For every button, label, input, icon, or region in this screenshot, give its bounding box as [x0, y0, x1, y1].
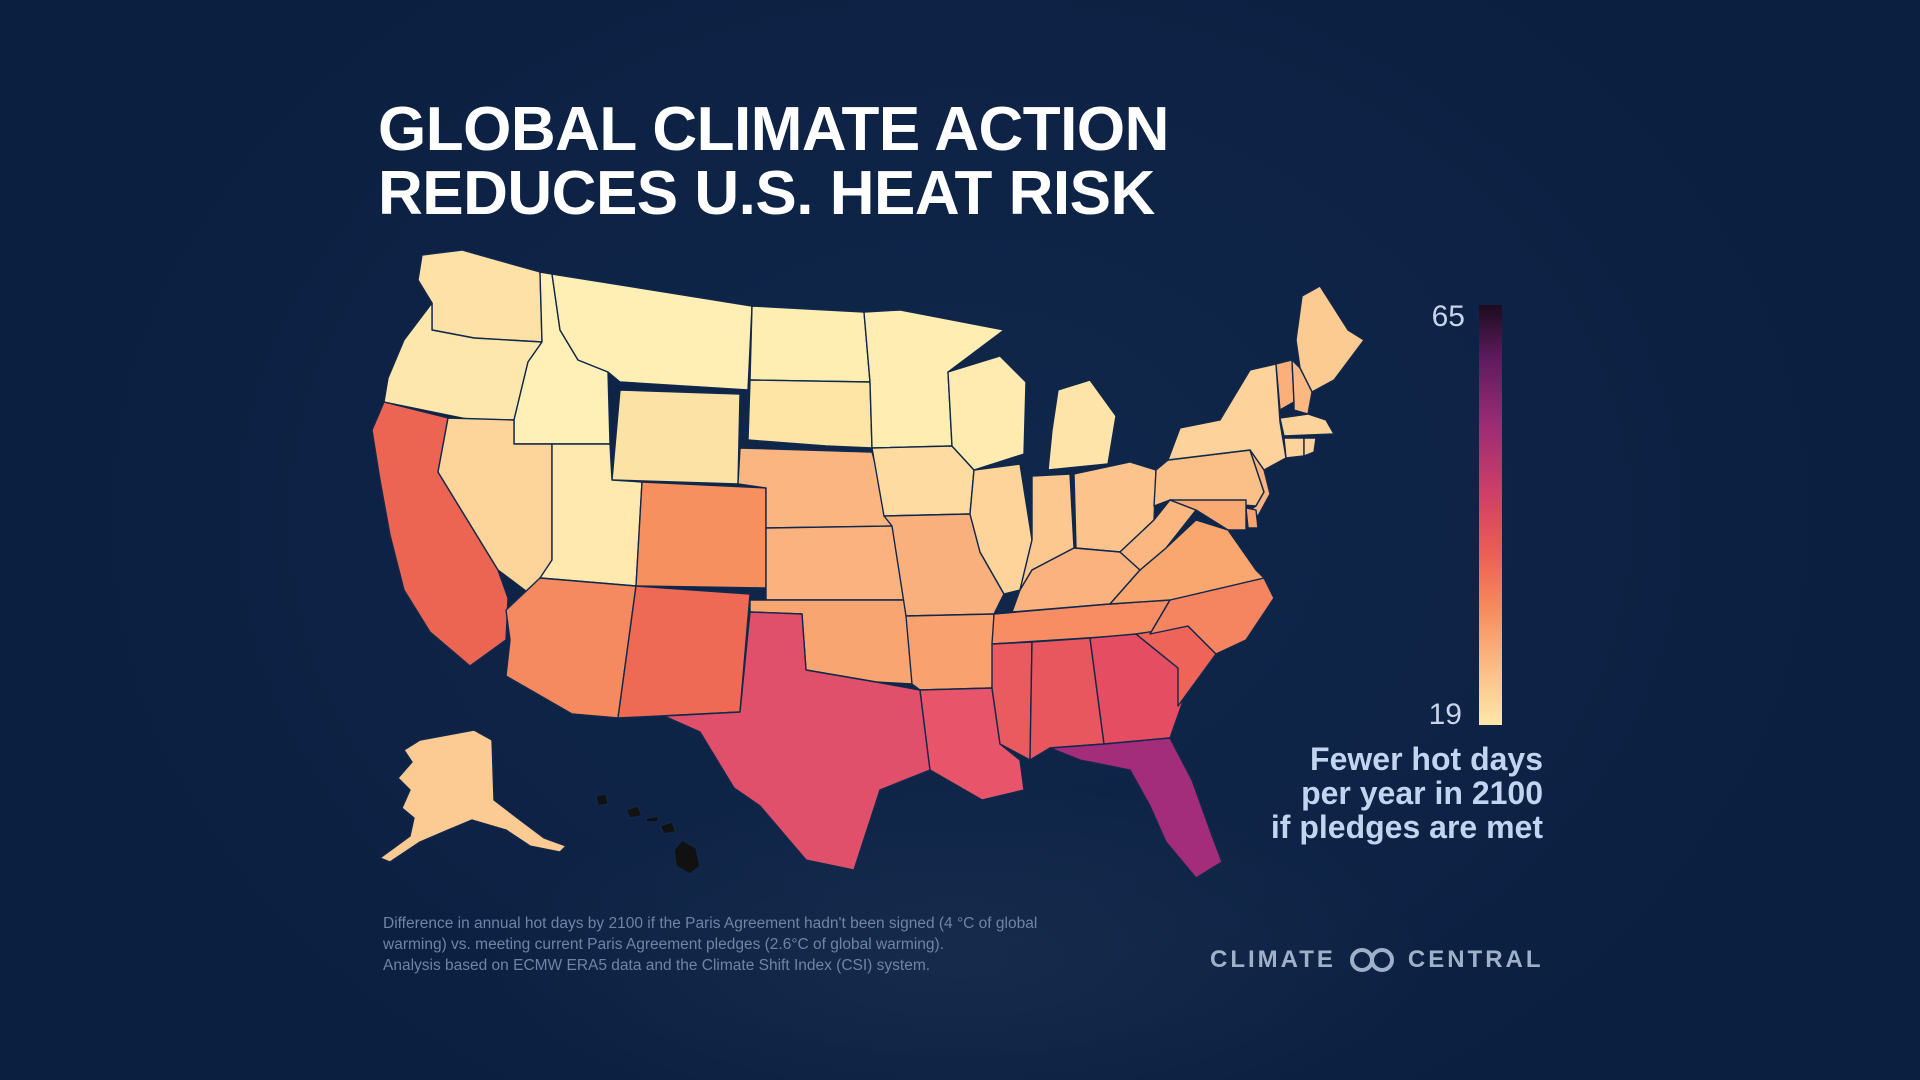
state-RI	[1303, 437, 1317, 457]
legend-title: Fewer hot days per year in 2100 if pledg…	[1223, 742, 1543, 844]
legend-max-value: 65	[1431, 300, 1465, 333]
state-WY	[611, 389, 741, 485]
title-line-1: GLOBAL CLIMATE ACTION	[378, 95, 1169, 164]
state-CT	[1283, 437, 1305, 459]
legend-title-line-2: per year in 2100	[1301, 775, 1543, 811]
state-ME	[1295, 285, 1365, 393]
legend-color-bar	[1479, 305, 1502, 725]
state-HI-group	[595, 793, 701, 875]
state-SD	[747, 379, 873, 449]
footnote-line-2: warming) vs. meeting current Paris Agree…	[383, 936, 944, 953]
brand-word-left: CLIMATE	[1210, 946, 1336, 973]
state-VT	[1275, 359, 1295, 411]
state-MD	[1169, 499, 1247, 531]
state-TX	[663, 611, 931, 871]
footnote: Difference in annual hot days by 2100 if…	[383, 913, 1143, 976]
brand-word-right: CENTRAL	[1407, 946, 1544, 973]
state-AK	[379, 729, 567, 863]
state-MA	[1279, 413, 1335, 437]
state-ND	[749, 305, 871, 383]
state-WI	[947, 355, 1027, 471]
state-FL	[1049, 737, 1223, 879]
legend-title-line-3: if pledges are met	[1270, 809, 1543, 845]
page-title: GLOBAL CLIMATE ACTION REDUCES U.S. HEAT …	[378, 98, 1169, 226]
title-line-2: REDUCES U.S. HEAT RISK	[378, 159, 1155, 228]
state-AZ	[505, 577, 637, 719]
state-CO	[635, 481, 767, 589]
state-HI-maui	[659, 821, 677, 835]
footnote-line-3: Analysis based on ECMW ERA5 data and the…	[383, 957, 931, 974]
state-MS	[991, 641, 1033, 761]
state-HI	[673, 839, 701, 875]
state-DE	[1245, 507, 1259, 529]
state-HI-molokai	[645, 815, 659, 823]
state-HI-kauai	[595, 793, 609, 807]
state-WA	[417, 249, 543, 343]
state-MI	[1047, 379, 1117, 471]
state-AR	[905, 613, 995, 691]
state-IA	[871, 445, 975, 517]
state-KS	[765, 525, 909, 601]
state-HI-oahu	[625, 805, 643, 819]
legend-title-line-1: Fewer hot days	[1310, 741, 1543, 777]
state-NM	[617, 585, 751, 719]
infinity-rings-icon	[1349, 948, 1394, 972]
state-IL	[969, 463, 1033, 595]
legend-min-value: 19	[1428, 698, 1462, 731]
footnote-line-1: Difference in annual hot days by 2100 if…	[383, 915, 1038, 932]
brand-logo: CLIMATE CENTRAL	[1210, 946, 1544, 974]
